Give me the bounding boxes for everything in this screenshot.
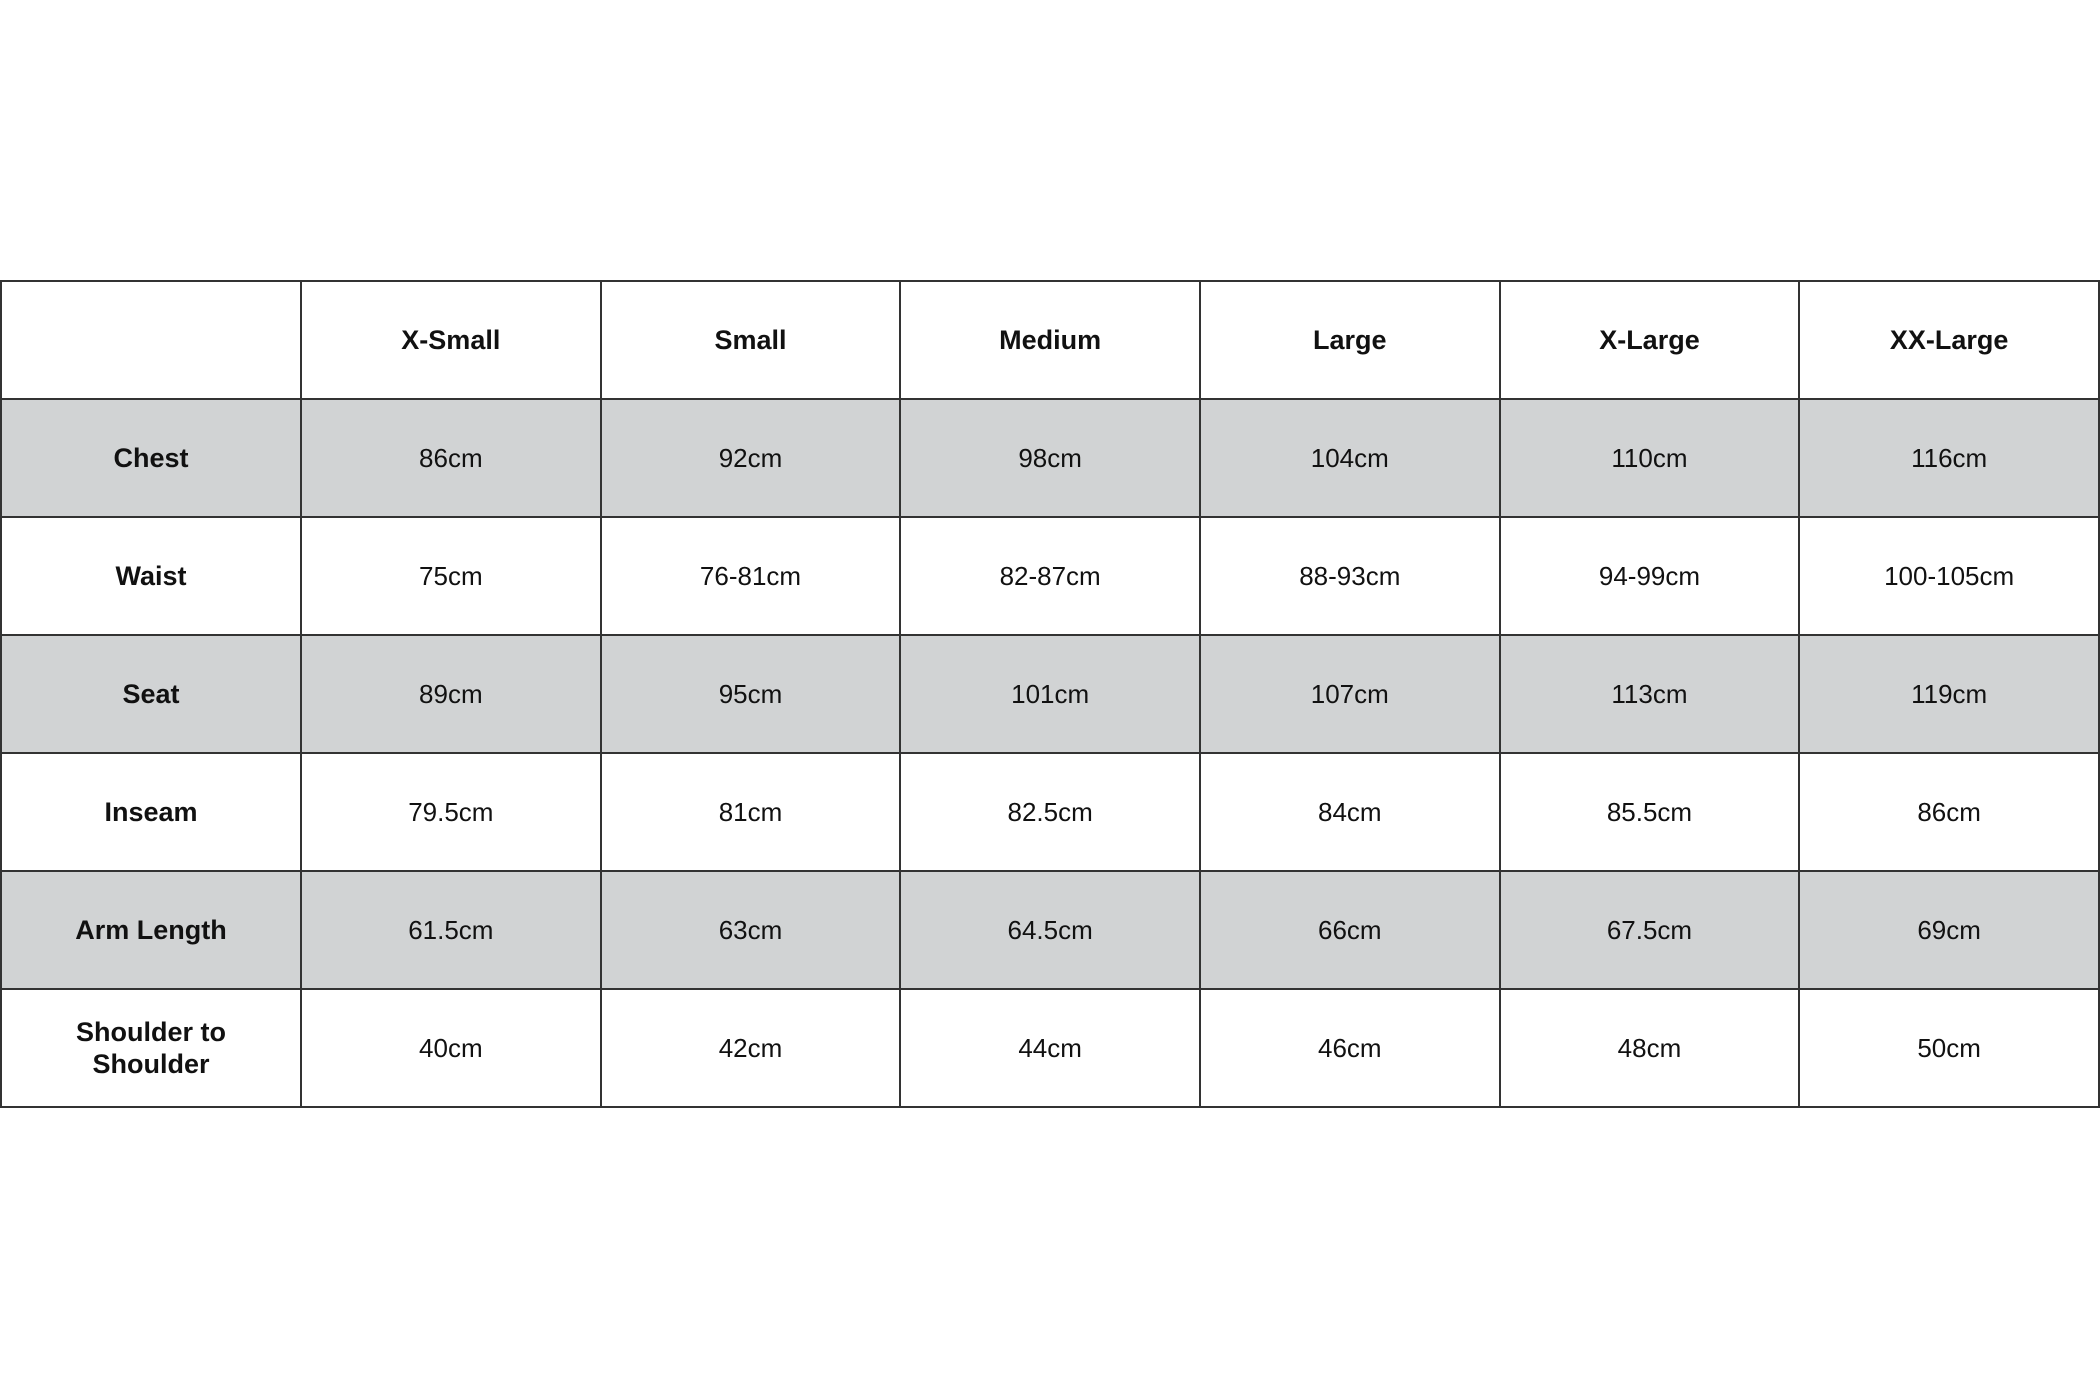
corner-cell [0,280,302,400]
column-header: Large [1198,280,1501,400]
cell: 116cm [1798,398,2100,518]
cell: 69cm [1798,870,2100,990]
cell: 104cm [1198,398,1501,518]
column-header: X-Large [1498,280,1801,400]
cell: 81cm [599,752,902,872]
table-row: Shoulder to Shoulder 40cm 42cm 44cm 46cm 48cm… [0,988,2100,1108]
cell: 86cm [300,398,602,518]
header-row: X-Small Small Medium Large X-Large XX-Large [0,280,2100,400]
table-row: Chest 86cm 92cm 98cm 104cm 110cm 116cm [0,398,2100,518]
row-label: Arm Length [0,870,302,990]
cell: 119cm [1798,634,2100,754]
cell: 67.5cm [1498,870,1801,990]
row-label: Chest [0,398,302,518]
cell: 64.5cm [899,870,1201,990]
cell: 92cm [599,398,902,518]
cell: 42cm [599,988,902,1108]
column-header: Small [599,280,902,400]
cell: 63cm [599,870,902,990]
cell: 85.5cm [1498,752,1801,872]
cell: 44cm [899,988,1201,1108]
column-header: Medium [899,280,1201,400]
row-label: Inseam [0,752,302,872]
column-header: XX-Large [1798,280,2100,400]
cell: 40cm [300,988,602,1108]
cell: 100-105cm [1798,516,2100,636]
cell: 75cm [300,516,602,636]
cell: 98cm [899,398,1201,518]
size-chart: X-Small Small Medium Large X-Large XX-Large C… [0,280,2100,1108]
cell: 94-99cm [1498,516,1801,636]
cell: 84cm [1198,752,1501,872]
cell: 46cm [1198,988,1501,1108]
row-label: Shoulder to Shoulder [0,988,302,1108]
column-header: X-Small [300,280,602,400]
table-row: Arm Length 61.5cm 63cm 64.5cm 66cm 67.5cm 69cm [0,870,2100,990]
cell: 86cm [1798,752,2100,872]
cell: 50cm [1798,988,2100,1108]
cell: 48cm [1498,988,1801,1108]
cell: 89cm [300,634,602,754]
cell: 76-81cm [599,516,902,636]
cell: 61.5cm [300,870,602,990]
cell: 82.5cm [899,752,1201,872]
cell: 88-93cm [1198,516,1501,636]
cell: 95cm [599,634,902,754]
cell: 79.5cm [300,752,602,872]
cell: 101cm [899,634,1201,754]
cell: 113cm [1498,634,1801,754]
row-label: Seat [0,634,302,754]
cell: 82-87cm [899,516,1201,636]
table-row: Waist 75cm 76-81cm 82-87cm 88-93cm 94-99cm 100… [0,516,2100,636]
cell: 110cm [1498,398,1801,518]
row-label: Waist [0,516,302,636]
table-row: Seat 89cm 95cm 101cm 107cm 113cm 119cm [0,634,2100,754]
cell: 66cm [1198,870,1501,990]
cell: 107cm [1198,634,1501,754]
table-row: Inseam 79.5cm 81cm 82.5cm 84cm 85.5cm 86cm [0,752,2100,872]
